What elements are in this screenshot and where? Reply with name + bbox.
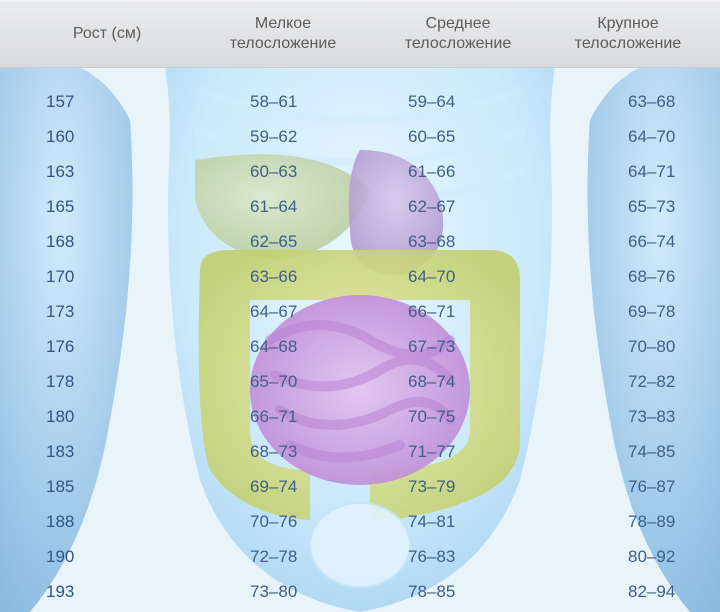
cell-small: 64–68 <box>198 337 368 357</box>
cell-small: 58–61 <box>198 92 368 112</box>
cell-large: 68–76 <box>548 267 708 287</box>
cell-small: 59–62 <box>198 127 368 147</box>
cell-large: 64–70 <box>548 127 708 147</box>
cell-medium: 76–83 <box>368 547 548 567</box>
cell-height: 170 <box>8 267 198 287</box>
table-row: 18870–7674–8178–89 <box>0 504 720 539</box>
col-header-medium: Среднеетелосложение <box>368 14 548 54</box>
col-header-height: Рост (см) <box>8 24 198 44</box>
table-header-row: Рост (см) Мелкоетелосложение Среднеетело… <box>0 0 720 68</box>
cell-small: 61–64 <box>198 197 368 217</box>
cell-height: 193 <box>8 582 198 602</box>
cell-large: 65–73 <box>548 197 708 217</box>
cell-medium: 66–71 <box>368 302 548 322</box>
cell-small: 66–71 <box>198 407 368 427</box>
cell-medium: 67–73 <box>368 337 548 357</box>
table-row: 18066–7170–7573–83 <box>0 399 720 434</box>
cell-small: 70–76 <box>198 512 368 532</box>
table-row: 19072–7876–8380–92 <box>0 539 720 574</box>
table-row: 16360–6361–6664–71 <box>0 154 720 189</box>
cell-height: 178 <box>8 372 198 392</box>
cell-medium: 63–68 <box>368 232 548 252</box>
cell-medium: 59–64 <box>368 92 548 112</box>
cell-large: 74–85 <box>548 442 708 462</box>
cell-small: 60–63 <box>198 162 368 182</box>
cell-medium: 71–77 <box>368 442 548 462</box>
table-row: 16561–6462–6765–73 <box>0 189 720 224</box>
table-row: 17664–6867–7370–80 <box>0 329 720 364</box>
cell-height: 180 <box>8 407 198 427</box>
cell-large: 73–83 <box>548 407 708 427</box>
cell-large: 70–80 <box>548 337 708 357</box>
cell-small: 73–80 <box>198 582 368 602</box>
cell-large: 82–94 <box>548 582 708 602</box>
cell-height: 190 <box>8 547 198 567</box>
table-row: 18569–7473–7976–87 <box>0 469 720 504</box>
cell-height: 185 <box>8 477 198 497</box>
cell-medium: 68–74 <box>368 372 548 392</box>
cell-large: 69–78 <box>548 302 708 322</box>
cell-medium: 74–81 <box>368 512 548 532</box>
table-row: 16862–6563–6866–74 <box>0 224 720 259</box>
cell-small: 68–73 <box>198 442 368 462</box>
cell-large: 80–92 <box>548 547 708 567</box>
cell-height: 168 <box>8 232 198 252</box>
cell-small: 63–66 <box>198 267 368 287</box>
cell-height: 188 <box>8 512 198 532</box>
col-header-large: Крупноетелосложение <box>548 14 708 54</box>
cell-small: 69–74 <box>198 477 368 497</box>
cell-height: 157 <box>8 92 198 112</box>
cell-medium: 61–66 <box>368 162 548 182</box>
cell-height: 165 <box>8 197 198 217</box>
cell-height: 160 <box>8 127 198 147</box>
cell-height: 176 <box>8 337 198 357</box>
cell-large: 66–74 <box>548 232 708 252</box>
cell-medium: 62–67 <box>368 197 548 217</box>
cell-small: 72–78 <box>198 547 368 567</box>
weight-table: Рост (см) Мелкоетелосложение Среднеетело… <box>0 0 720 609</box>
cell-medium: 78–85 <box>368 582 548 602</box>
table-row: 19373–8078–8582–94 <box>0 574 720 609</box>
cell-height: 173 <box>8 302 198 322</box>
table-row: 17865–7068–7472–82 <box>0 364 720 399</box>
table-row: 15758–6159–6463–68 <box>0 84 720 119</box>
table-row: 16059–6260–6564–70 <box>0 119 720 154</box>
cell-large: 76–87 <box>548 477 708 497</box>
table-row: 17063–6664–7068–76 <box>0 259 720 294</box>
table-row: 17364–6766–7169–78 <box>0 294 720 329</box>
cell-height: 183 <box>8 442 198 462</box>
cell-large: 63–68 <box>548 92 708 112</box>
cell-large: 72–82 <box>548 372 708 392</box>
cell-medium: 73–79 <box>368 477 548 497</box>
table-row: 18368–7371–7774–85 <box>0 434 720 469</box>
cell-medium: 60–65 <box>368 127 548 147</box>
cell-medium: 70–75 <box>368 407 548 427</box>
cell-large: 64–71 <box>548 162 708 182</box>
cell-small: 64–67 <box>198 302 368 322</box>
cell-large: 78–89 <box>548 512 708 532</box>
table-body: 15758–6159–6463–6816059–6260–6564–701636… <box>0 68 720 609</box>
cell-height: 163 <box>8 162 198 182</box>
cell-small: 62–65 <box>198 232 368 252</box>
cell-medium: 64–70 <box>368 267 548 287</box>
cell-small: 65–70 <box>198 372 368 392</box>
col-header-small: Мелкоетелосложение <box>198 14 368 54</box>
